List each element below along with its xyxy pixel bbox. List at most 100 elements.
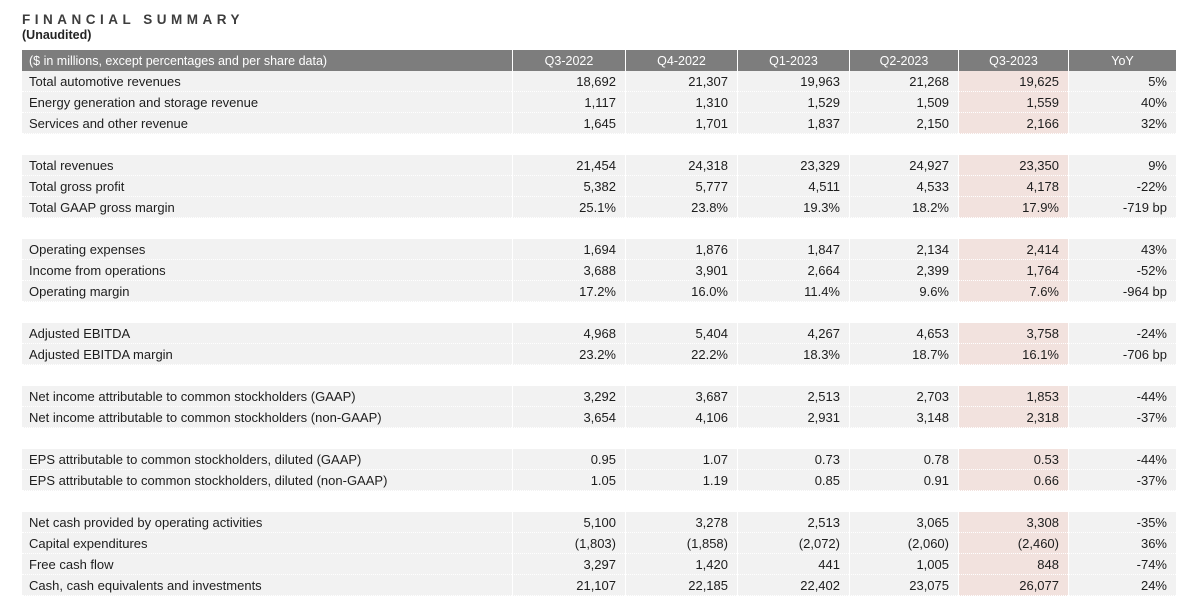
value-cell: 4,178	[958, 176, 1068, 197]
table-row: Net income attributable to common stockh…	[22, 407, 1176, 428]
row-label: EPS attributable to common stockholders,…	[22, 449, 512, 470]
table-row: Net cash provided by operating activitie…	[22, 512, 1176, 533]
yoy-value-cell: 9%	[1068, 155, 1176, 176]
section-spacer	[22, 491, 1176, 512]
value-cell: 441	[737, 554, 849, 575]
value-cell: (1,858)	[625, 533, 737, 554]
value-cell: 22,402	[737, 575, 849, 596]
yoy-value-cell: 5%	[1068, 71, 1176, 92]
value-cell: 3,278	[625, 512, 737, 533]
row-label: Adjusted EBITDA	[22, 323, 512, 344]
yoy-value-cell: 24%	[1068, 575, 1176, 596]
row-label: Net income attributable to common stockh…	[22, 407, 512, 428]
value-cell: 1,701	[625, 113, 737, 134]
value-cell: (2,460)	[958, 533, 1068, 554]
table-row: Operating margin 17.2% 16.0% 11.4% 9.6% 7.6% -…	[22, 281, 1176, 302]
column-header-q4-2022: Q4-2022	[625, 50, 737, 71]
value-cell: 1,876	[625, 239, 737, 260]
value-cell: 2,150	[849, 113, 958, 134]
value-cell: 21,107	[512, 575, 625, 596]
value-cell: 1,420	[625, 554, 737, 575]
value-cell: 1,764	[958, 260, 1068, 281]
yoy-value-cell: -37%	[1068, 470, 1176, 491]
column-header-q3-2023: Q3-2023	[958, 50, 1068, 71]
value-cell: 2,703	[849, 386, 958, 407]
value-cell: 7.6%	[958, 281, 1068, 302]
value-cell: 3,308	[958, 512, 1068, 533]
row-label: Cash, cash equivalents and investments	[22, 575, 512, 596]
value-cell: 4,106	[625, 407, 737, 428]
value-cell: 0.53	[958, 449, 1068, 470]
value-cell: 11.4%	[737, 281, 849, 302]
section-spacer	[22, 428, 1176, 449]
yoy-value-cell: -52%	[1068, 260, 1176, 281]
column-header-q3-2022: Q3-2022	[512, 50, 625, 71]
value-cell: 1,310	[625, 92, 737, 113]
section-spacer	[22, 134, 1176, 155]
value-cell: 18.3%	[737, 344, 849, 365]
value-cell: 18.2%	[849, 197, 958, 218]
value-cell: 1,509	[849, 92, 958, 113]
value-cell: 5,100	[512, 512, 625, 533]
value-cell: 3,688	[512, 260, 625, 281]
value-cell: 0.78	[849, 449, 958, 470]
value-cell: 5,404	[625, 323, 737, 344]
spacer-cell	[22, 365, 1176, 386]
table-row: Capital expenditures (1,803) (1,858) (2,072…	[22, 533, 1176, 554]
value-cell: 0.95	[512, 449, 625, 470]
value-cell: 4,267	[737, 323, 849, 344]
value-cell: 0.66	[958, 470, 1068, 491]
row-label: Operating margin	[22, 281, 512, 302]
table-row: EPS attributable to common stockholders,…	[22, 449, 1176, 470]
value-cell: 23.8%	[625, 197, 737, 218]
value-cell: 16.1%	[958, 344, 1068, 365]
table-row: Total gross profit 5,382 5,777 4,511 4,533 4,…	[22, 176, 1176, 197]
value-cell: 22.2%	[625, 344, 737, 365]
value-cell: 4,533	[849, 176, 958, 197]
value-cell: 19.3%	[737, 197, 849, 218]
table-header-row: ($ in millions, except percentages and p…	[22, 50, 1176, 71]
table-row: Adjusted EBITDA 4,968 5,404 4,267 4,653 3,758…	[22, 323, 1176, 344]
table-row: Income from operations 3,688 3,901 2,664 2,3…	[22, 260, 1176, 281]
value-cell: 3,901	[625, 260, 737, 281]
value-cell: 2,513	[737, 512, 849, 533]
page-title: FINANCIAL SUMMARY	[22, 12, 244, 27]
value-cell: 25.1%	[512, 197, 625, 218]
yoy-value-cell: -35%	[1068, 512, 1176, 533]
table-row: Free cash flow 3,297 1,420 441 1,005 848 -74%	[22, 554, 1176, 575]
value-cell: (2,060)	[849, 533, 958, 554]
row-label: Capital expenditures	[22, 533, 512, 554]
value-cell: 26,077	[958, 575, 1068, 596]
value-cell: 4,511	[737, 176, 849, 197]
table-row: EPS attributable to common stockholders,…	[22, 470, 1176, 491]
value-cell: 22,185	[625, 575, 737, 596]
value-cell: 2,399	[849, 260, 958, 281]
value-cell: 1.07	[625, 449, 737, 470]
value-cell: 3,297	[512, 554, 625, 575]
value-cell: 3,654	[512, 407, 625, 428]
yoy-value-cell: -706 bp	[1068, 344, 1176, 365]
spacer-cell	[22, 428, 1176, 449]
value-cell: 1.05	[512, 470, 625, 491]
row-label: Operating expenses	[22, 239, 512, 260]
value-cell: 17.2%	[512, 281, 625, 302]
value-cell: 19,963	[737, 71, 849, 92]
value-cell: 2,931	[737, 407, 849, 428]
value-cell: 2,318	[958, 407, 1068, 428]
table-row: Total GAAP gross margin 25.1% 23.8% 19.3% 18…	[22, 197, 1176, 218]
section-spacer	[22, 365, 1176, 386]
value-cell: 1,847	[737, 239, 849, 260]
column-header-yoy: YoY	[1068, 50, 1176, 71]
value-cell: 1,645	[512, 113, 625, 134]
value-cell: 1,559	[958, 92, 1068, 113]
value-cell: (1,803)	[512, 533, 625, 554]
row-label: Services and other revenue	[22, 113, 512, 134]
yoy-value-cell: 40%	[1068, 92, 1176, 113]
spacer-cell	[22, 302, 1176, 323]
value-cell: 1,694	[512, 239, 625, 260]
value-cell: 18,692	[512, 71, 625, 92]
row-label: Total gross profit	[22, 176, 512, 197]
table-row: Services and other revenue 1,645 1,701 1,83…	[22, 113, 1176, 134]
section-spacer	[22, 302, 1176, 323]
value-cell: 19,625	[958, 71, 1068, 92]
